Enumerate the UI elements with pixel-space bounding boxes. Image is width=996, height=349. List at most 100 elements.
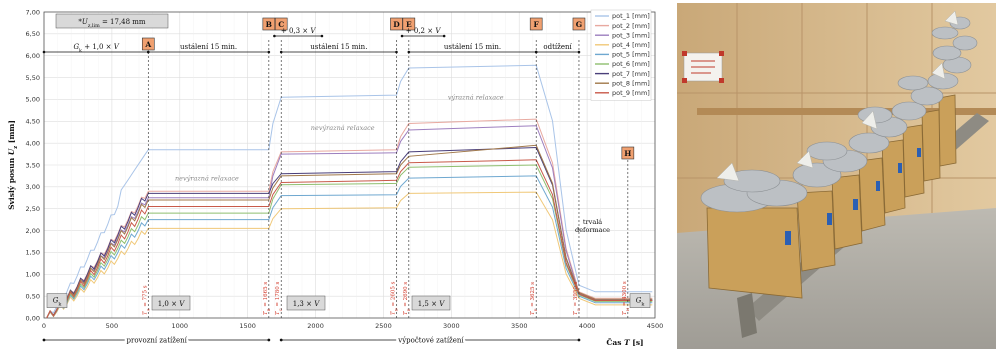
series-line-3 [46,125,653,319]
load-box-v3 [411,295,451,311]
phase2-load-dot-end [320,34,324,38]
operational-bar-dot-end [267,338,271,342]
x-tick-label: 3500 [511,322,528,330]
marker-time-c: TC = 1780 s [275,282,283,315]
unload-label: odtížení [543,43,572,51]
series-line-8 [46,144,653,319]
series-line-9 [46,159,653,319]
y-tick-label: 4,00 [26,139,40,147]
series-line-5 [46,175,653,319]
legend-label-3: pot_3 [mm] [612,31,650,39]
y-tick-label: 2,00 [26,227,40,235]
phase3-load-dot-end [442,34,446,38]
displacement-chart: 0,00 0,50 1,00 1,50 2,00 2,50 3,00 3,50 4,00 4,50… [7,8,663,347]
y-tick-label: 4,50 [26,118,40,126]
x-axis-title: Čas T [s] [606,338,643,347]
uz-lim-box [55,13,169,29]
y-tick-label: 0,00 [26,314,40,322]
marker-box-f [529,17,543,31]
plot-frame [43,11,656,319]
marker-time-f: TF = 3625 s [530,282,538,315]
design-bar-dot-start [279,338,283,342]
phase3-hold-label: ustálení 15 min. [444,43,501,51]
y-tick-label: 3,00 [26,183,40,191]
phase1-hold-label: ustálení 15 min. [180,43,237,51]
osb-boxes [706,94,957,299]
phase3-load-dot-start [400,34,404,38]
residual-label-line2: deformace [575,226,610,234]
y-tick-label: 0,50 [26,292,40,300]
marker-time-a: TA = 775 s [142,285,150,315]
series-line-1 [46,64,653,319]
legend-label-5: pot_5 [mm] [612,51,650,59]
y-tick-label: 6,00 [26,52,40,60]
phase2-load-dot-start [273,34,276,38]
marker-letter-a: A [144,40,151,49]
legend-label-1: pot_1 [mm] [612,12,650,20]
load-box-v2-label: 1,3 × V [293,300,320,308]
unload-dot-start [534,50,538,54]
marker-letter-g: G [576,20,582,29]
marker-box-g [572,17,586,31]
phase2-load-label: + 0,3 × V [281,27,317,35]
phase2-hold-dot-end [395,50,398,54]
legend-label-4: pot_4 [mm] [612,41,650,49]
x-tick-label: 0 [42,322,46,330]
marker-time-g: TG = 3950 s [573,281,581,315]
load-box-v1-label: 1,0 × V [158,300,185,308]
wall-beam [697,108,996,115]
y-tick-label: 3,50 [26,161,40,169]
marker-box-b [262,17,276,31]
marker-letter-b: B [266,20,272,29]
phase1-load-dot-start [42,50,46,54]
marker-letter-h: H [624,149,631,158]
relaxation-note-2: nevýrazná relaxace [311,124,375,132]
marker-letter-c: C [278,20,284,29]
phase3-hold-dot-start [407,50,411,54]
marker-time-e: TE = 2690 s [403,282,411,315]
phase1-hold-dot-end [267,50,271,54]
x-tick-label: 3000 [443,322,460,330]
marker-box-c [274,17,288,31]
load-box-v3-label: 1,5 × V [418,300,445,308]
relaxation-note-3: výrazná relaxace [448,93,504,101]
operational-load-label: provozní zatížení [127,337,188,345]
load-box-v1 [151,295,191,311]
x-tick-label: 500 [106,322,118,330]
uz-lim-label: *Uz,lim = 17,48 mm [78,18,146,29]
legend-label-9: pot_9 [mm] [612,89,650,97]
y-tick-label: 2,50 [26,205,40,213]
phase2-hold-dot-start [279,50,283,54]
y-axis-title: Svislý posun Uz [mm] [7,120,19,210]
marker-letter-d: D [393,20,400,29]
series-line-6 [46,164,653,319]
phase1-hold-dot-start [146,50,150,54]
marker-time-h: TH = 4300 s [622,281,630,315]
phase2-hold-label: ustálení 15 min. [310,43,367,51]
marker-box-d [390,17,403,31]
x-tick-label: 2500 [375,322,392,330]
y-tick-label: 5,50 [26,74,40,82]
marker-box-h [621,146,635,160]
phase3-load-label: + 0,2 × V [406,27,442,35]
relaxation-note-1: nevýrazná relaxace [175,174,239,182]
design-load-label: výpočtové zatížení [397,337,464,345]
load-box-gk-left-label: Gk [53,297,62,308]
series-line-7 [46,146,653,319]
x-tick-label: 2000 [307,322,324,330]
legend-label-8: pot_8 [mm] [612,79,650,87]
series-line-2 [46,118,653,319]
y-tick-label: 1,00 [26,271,40,279]
load-box-gk-right [629,293,651,308]
load-box-gk-left [46,293,68,308]
marker-time-b: TB = 1665 s [263,282,271,315]
y-tick-label: 6,50 [26,30,40,38]
marker-box-a [141,37,155,51]
unload-dot-end [577,50,581,54]
chart-panel: 0,00 0,50 1,00 1,50 2,00 2,50 3,00 3,50 4,00 4,50… [7,8,664,347]
y-tick-label: 7,00 [26,8,40,16]
x-tick-label: 4000 [579,322,596,330]
load-box-gk-right-label: Gk [636,297,645,308]
operational-bar-dot-start [42,338,46,342]
staircase-load-test-photo [677,3,996,349]
